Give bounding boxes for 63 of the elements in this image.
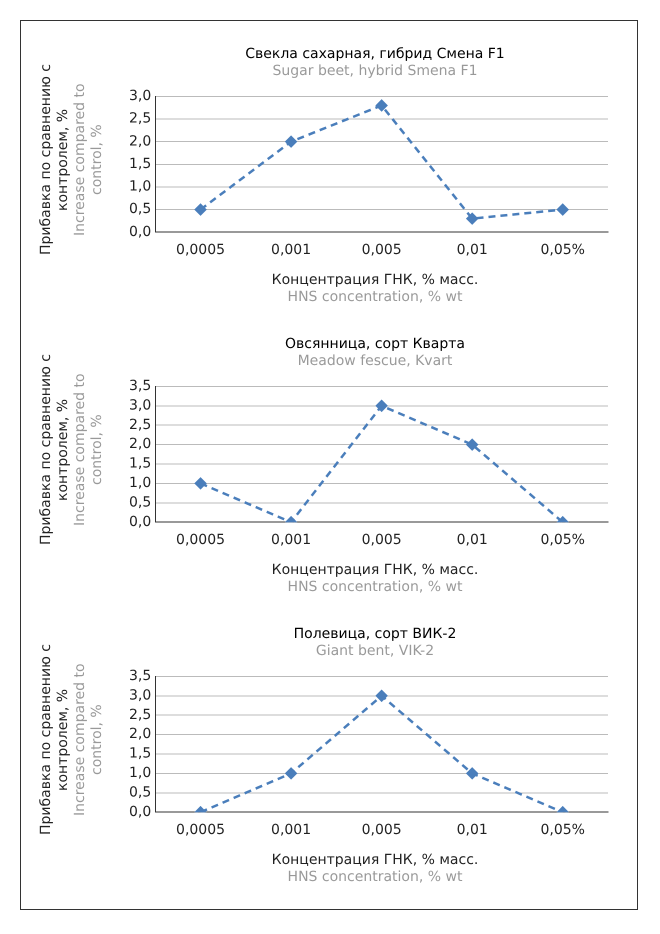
y-tick-label: 2,0 — [129, 133, 152, 150]
y-tick-label: 2,0 — [129, 436, 152, 452]
y-tick-label: 2,0 — [129, 726, 152, 742]
point — [376, 100, 388, 112]
point — [285, 136, 297, 148]
chart-subtitle: Meadow fescue, Kvart — [296, 353, 454, 370]
point — [466, 212, 478, 224]
x-axis-title: Концентрация ГНК, % масс. — [270, 272, 480, 289]
y-tick-label: 3,0 — [129, 397, 152, 414]
x-tick-label: 0,001 — [271, 242, 312, 258]
x-tick-label: 0,005 — [362, 822, 402, 838]
y-tick-label: 0,5 — [129, 494, 152, 510]
chart-title: Полевица, сорт ВИК-2 — [292, 626, 458, 643]
chart-title: Овсянница, сорт Кварта — [284, 336, 466, 353]
text: HNS concentration, % wt — [286, 579, 464, 596]
x-tick-label: 0,01 — [456, 822, 488, 838]
text: Increase compared to control, % — [72, 372, 106, 528]
x-tick-label: 0,005 — [362, 532, 402, 548]
y-tick-label: 1,0 — [129, 475, 152, 492]
text: Increase compared to control, % — [72, 82, 106, 238]
x-tick-label: 0,05% — [540, 242, 585, 258]
point — [466, 438, 478, 450]
y-tick-label: 3,5 — [129, 668, 152, 684]
y-tick-label: 0,0 — [129, 224, 152, 240]
point — [556, 204, 568, 216]
x-tick-label: 0,01 — [456, 532, 488, 548]
y-tick-label: 0,5 — [129, 201, 152, 218]
y-tick-label: 2,5 — [129, 110, 152, 127]
chart-subtitle: Sugar beet, hybrid Smena F1 — [272, 63, 478, 80]
x-tick-label: 0,05% — [540, 822, 585, 838]
point — [194, 204, 206, 216]
y-tick-label: 0,0 — [129, 514, 152, 530]
y-tick-label: 0,0 — [129, 804, 152, 820]
y-tick-label: 3,5 — [129, 378, 152, 394]
text: HNS concentration, % wt — [286, 289, 464, 306]
y-tick-label: 1,5 — [129, 746, 152, 762]
y-tick-label: 2,5 — [129, 416, 152, 433]
chart-subtitle: Giant bent, VIK-2 — [314, 643, 436, 660]
x-axis-title: Концентрация ГНК, % масс. — [270, 562, 480, 579]
y-tick-label: 3,0 — [129, 687, 152, 704]
x-tick-label: 0,001 — [271, 822, 312, 838]
y-tick-label: 3,0 — [129, 88, 152, 104]
y-tick-label: 1,0 — [129, 765, 152, 782]
x-tick-label: 0,001 — [271, 532, 312, 548]
x-tick-label: 0,0005 — [176, 242, 226, 258]
y-axis-title: Прибавка по сравнению с контролем, % — [38, 64, 72, 258]
x-tick-label: 0,05% — [540, 532, 585, 548]
y-tick-label: 1,0 — [129, 178, 152, 195]
x-tick-label: 0,01 — [456, 242, 488, 258]
point — [376, 400, 388, 412]
y-axis-title: Прибавка по сравнению с контролем, % — [38, 644, 72, 838]
x-axis-title: Концентрация ГНК, % масс. — [270, 852, 480, 869]
y-axis-title: Прибавка по сравнению с контролем, % — [38, 354, 72, 548]
x-tick-label: 0,0005 — [176, 532, 226, 548]
x-tick-label: 0,005 — [362, 242, 402, 258]
chart-title: Свекла сахарная, гибрид Смена F1 — [244, 46, 506, 63]
x-tick-label: 0,0005 — [176, 822, 226, 838]
y-tick-label: 2,5 — [129, 706, 152, 723]
y-tick-label: 1,5 — [129, 156, 152, 172]
y-tick-label: 1,5 — [129, 456, 152, 472]
text: HNS concentration, % wt — [286, 869, 464, 886]
y-tick-label: 0,5 — [129, 784, 152, 800]
text: Increase compared to control, % — [72, 662, 106, 818]
